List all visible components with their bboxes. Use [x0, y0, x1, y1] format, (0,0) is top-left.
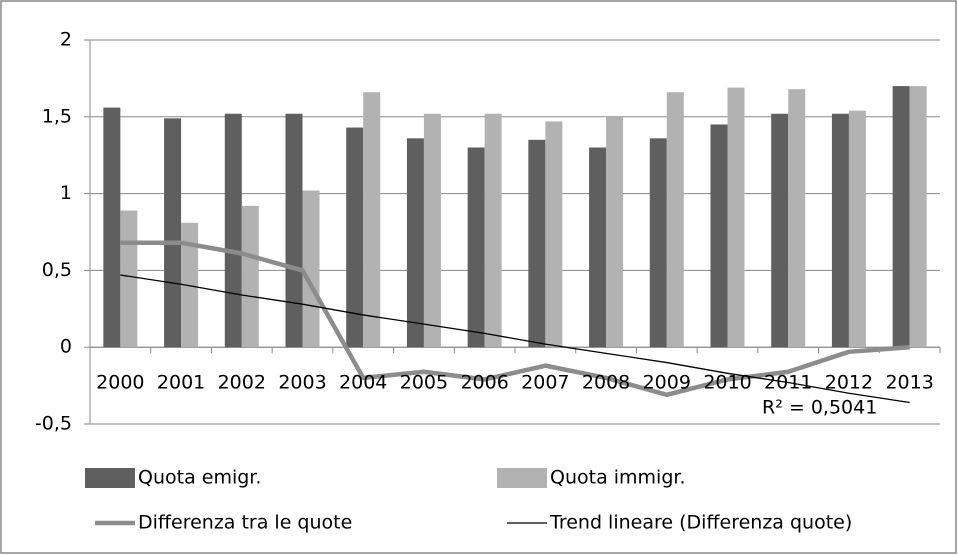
- bar: [666, 92, 684, 348]
- legend-label: Differenza tra le quote: [138, 512, 352, 534]
- bar: [727, 87, 745, 348]
- x-tick-label: 2005: [400, 372, 448, 394]
- bar: [285, 113, 303, 348]
- x-tick-label: 2002: [218, 372, 266, 394]
- bar: [346, 127, 364, 348]
- bar: [241, 205, 259, 348]
- x-tick-label: 2011: [764, 372, 812, 394]
- x-tick-label: 2006: [460, 372, 508, 394]
- bar: [164, 118, 182, 348]
- x-tick-label: 2000: [96, 372, 144, 394]
- bar: [545, 121, 563, 348]
- y-tick-label: 1: [60, 182, 72, 204]
- legend-label: Quota immigr.: [550, 467, 686, 489]
- legend-swatch: [497, 468, 547, 488]
- y-tick-label: 1,5: [42, 105, 72, 127]
- x-tick-label: 2007: [521, 372, 569, 394]
- bar: [363, 92, 381, 348]
- y-tick-label: 2: [60, 29, 72, 51]
- x-tick-label: 2008: [582, 372, 630, 394]
- bar: [423, 113, 441, 348]
- x-tick-label: 2010: [703, 372, 751, 394]
- bar: [848, 110, 866, 348]
- bar: [528, 139, 546, 348]
- bar: [771, 113, 789, 348]
- bar: [302, 190, 320, 348]
- bar: [831, 113, 849, 348]
- x-tick-label: 2009: [643, 372, 691, 394]
- y-tick-label: -0,5: [35, 413, 72, 435]
- bar: [224, 113, 242, 348]
- bar: [467, 147, 485, 348]
- x-tick-label: 2003: [278, 372, 326, 394]
- bar: [589, 147, 607, 348]
- bar: [710, 124, 728, 348]
- x-tick-label: 2012: [825, 372, 873, 394]
- bar: [649, 138, 667, 348]
- x-tick-label: 2004: [339, 372, 387, 394]
- bar: [181, 222, 199, 348]
- bar: [909, 86, 927, 348]
- line: [120, 240, 910, 398]
- bar: [788, 89, 806, 348]
- bar: [103, 107, 121, 348]
- bar: [892, 86, 910, 348]
- x-tick-label: 2001: [157, 372, 205, 394]
- legend-label: Trend lineare (Differenza quote): [549, 512, 852, 534]
- annotation: R² = 0,5041: [762, 397, 877, 419]
- bar: [606, 116, 624, 348]
- line: [120, 274, 910, 404]
- x-tick-label: 2013: [885, 372, 933, 394]
- legend-swatch: [85, 468, 135, 488]
- bar: [484, 113, 502, 348]
- y-tick-label: 0: [60, 336, 72, 358]
- y-tick-label: 0,5: [42, 259, 72, 281]
- bar: [406, 138, 424, 348]
- bar: [120, 210, 138, 348]
- legend-label: Quota emigr.: [138, 467, 261, 489]
